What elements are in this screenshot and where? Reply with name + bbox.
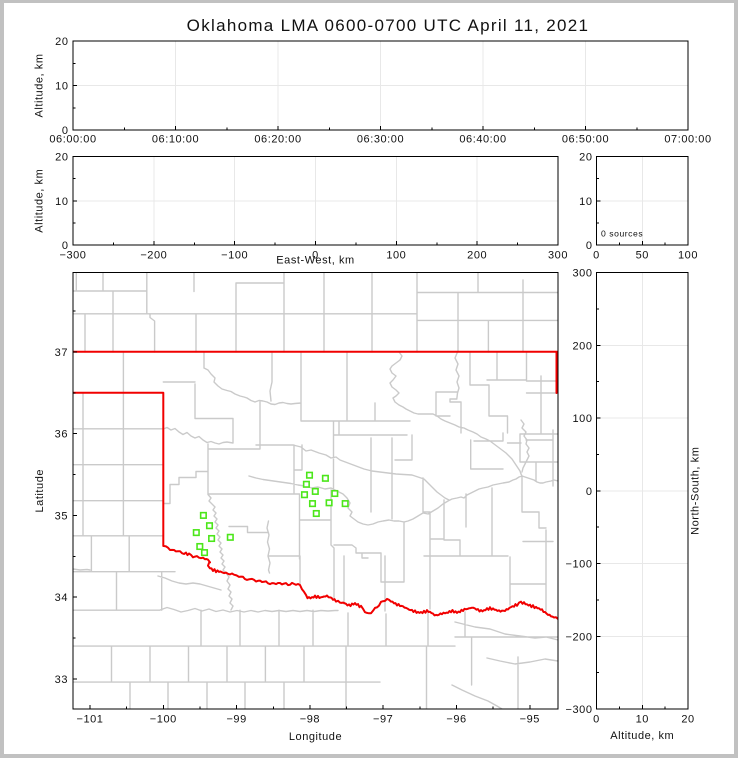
svg-text:20: 20 — [55, 152, 68, 164]
svg-text:36: 36 — [55, 429, 68, 441]
svg-text:0: 0 — [586, 486, 593, 498]
svg-text:10: 10 — [55, 81, 68, 93]
svg-text:−300: −300 — [60, 250, 87, 262]
svg-text:−200: −200 — [140, 250, 167, 262]
svg-text:20: 20 — [681, 714, 694, 726]
svg-text:06:20:00: 06:20:00 — [254, 134, 301, 146]
svg-text:Oklahoma LMA 0600-0700 UTC Apr: Oklahoma LMA 0600-0700 UTC April 11, 202… — [187, 16, 590, 35]
svg-text:06:10:00: 06:10:00 — [152, 134, 199, 146]
svg-text:−101: −101 — [77, 714, 104, 726]
svg-text:0 sources: 0 sources — [601, 229, 643, 239]
svg-text:0: 0 — [593, 250, 600, 262]
svg-text:−300: −300 — [566, 704, 593, 716]
svg-text:0: 0 — [312, 250, 319, 262]
svg-text:−97: −97 — [373, 714, 393, 726]
svg-text:35: 35 — [55, 510, 68, 522]
svg-text:06:40:00: 06:40:00 — [459, 134, 506, 146]
svg-text:−95: −95 — [520, 714, 540, 726]
svg-text:07:00:00: 07:00:00 — [664, 134, 711, 146]
svg-text:Altitude, km: Altitude, km — [610, 730, 674, 742]
svg-text:20: 20 — [55, 36, 68, 48]
svg-text:10: 10 — [636, 714, 649, 726]
svg-text:20: 20 — [579, 152, 592, 164]
svg-text:0: 0 — [586, 240, 593, 252]
svg-text:Longitude: Longitude — [289, 731, 342, 743]
svg-text:300: 300 — [572, 268, 592, 280]
svg-text:−200: −200 — [566, 631, 593, 643]
svg-text:10: 10 — [55, 196, 68, 208]
svg-text:−100: −100 — [150, 714, 177, 726]
svg-text:37: 37 — [55, 347, 68, 359]
svg-text:100: 100 — [572, 413, 592, 425]
svg-text:100: 100 — [386, 250, 406, 262]
svg-text:100: 100 — [678, 250, 698, 262]
svg-text:50: 50 — [636, 250, 649, 262]
svg-text:−98: −98 — [300, 714, 320, 726]
svg-text:East-West, km: East-West, km — [276, 255, 354, 267]
svg-text:06:50:00: 06:50:00 — [562, 134, 609, 146]
svg-text:34: 34 — [55, 592, 68, 604]
svg-text:33: 33 — [55, 674, 68, 686]
svg-text:06:30:00: 06:30:00 — [357, 134, 404, 146]
svg-text:Latitude: Latitude — [34, 469, 46, 513]
svg-text:0: 0 — [62, 240, 69, 252]
svg-text:200: 200 — [467, 250, 487, 262]
svg-text:−96: −96 — [446, 714, 466, 726]
svg-text:North-South, km: North-South, km — [690, 447, 702, 535]
svg-text:0: 0 — [62, 125, 69, 137]
svg-text:06:00:00: 06:00:00 — [49, 134, 96, 146]
svg-text:Altitude, km: Altitude, km — [34, 169, 46, 233]
svg-text:200: 200 — [572, 340, 592, 352]
svg-text:10: 10 — [579, 196, 592, 208]
svg-text:0: 0 — [593, 714, 600, 726]
svg-text:Altitude, km: Altitude, km — [34, 53, 46, 117]
svg-text:−99: −99 — [226, 714, 246, 726]
svg-text:−100: −100 — [566, 559, 593, 571]
svg-text:300: 300 — [548, 250, 568, 262]
svg-text:−100: −100 — [221, 250, 248, 262]
